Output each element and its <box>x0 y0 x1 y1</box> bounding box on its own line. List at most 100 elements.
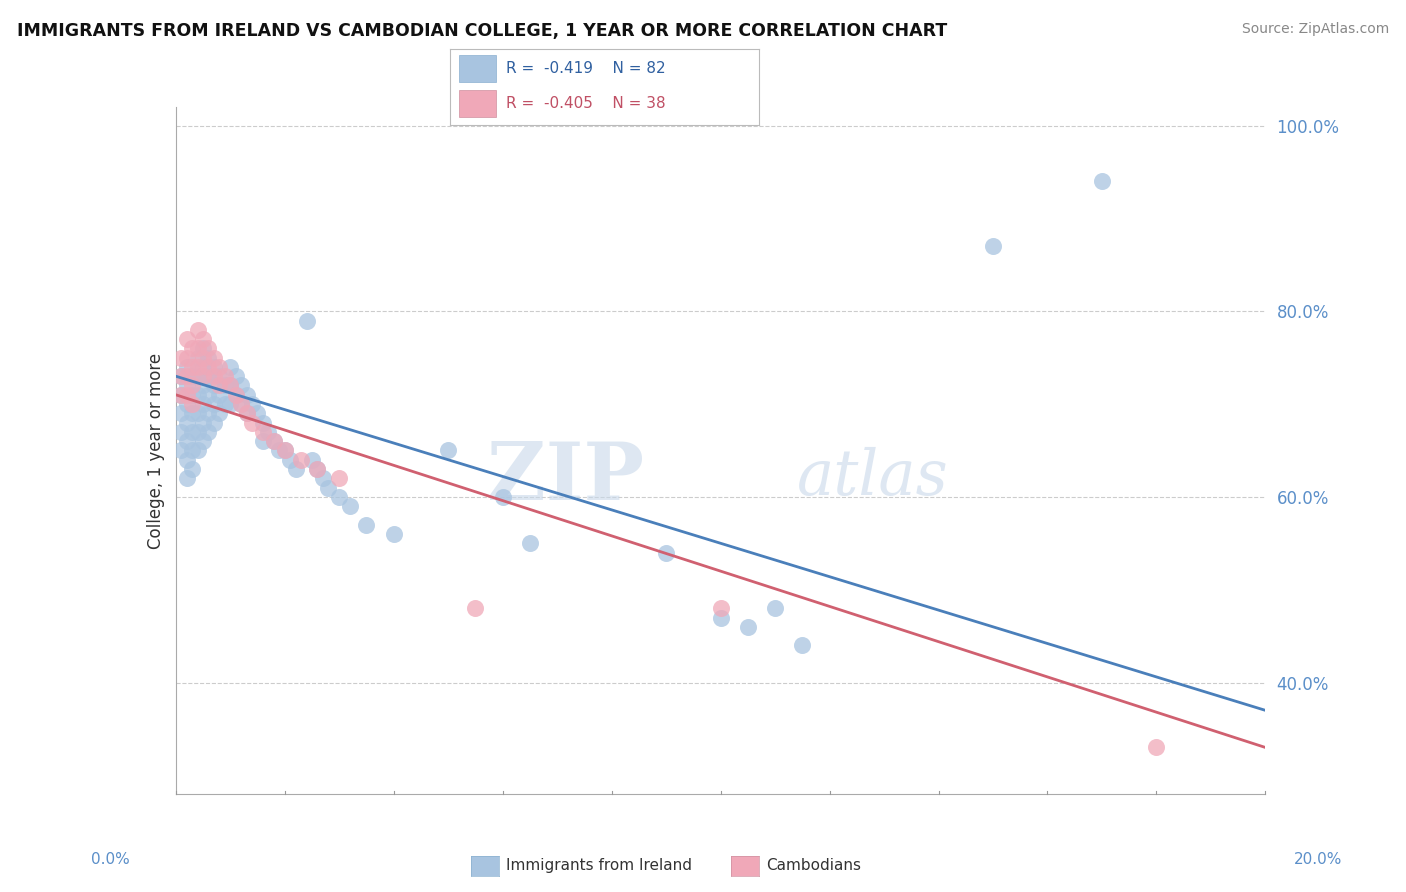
Point <box>186 323 209 337</box>
Text: 20.0%: 20.0% <box>1295 852 1343 867</box>
Point <box>191 359 214 374</box>
Point <box>170 388 193 402</box>
Point <box>208 369 231 384</box>
Point <box>197 406 219 420</box>
Point <box>191 342 214 356</box>
Point <box>176 359 198 374</box>
Point <box>202 397 225 411</box>
Point <box>792 639 814 653</box>
Point <box>214 378 236 392</box>
Point <box>214 397 236 411</box>
Point <box>176 369 198 384</box>
Point <box>295 313 318 327</box>
Point <box>464 601 486 615</box>
Text: atlas: atlas <box>797 447 949 508</box>
Point <box>263 434 285 449</box>
Point <box>202 351 225 365</box>
Point <box>186 351 209 365</box>
Text: R =  -0.405    N = 38: R = -0.405 N = 38 <box>506 96 665 112</box>
Point <box>655 545 678 559</box>
Y-axis label: College, 1 year or more: College, 1 year or more <box>146 352 165 549</box>
Point <box>191 434 214 449</box>
Point <box>269 443 291 458</box>
Point <box>231 397 253 411</box>
Point <box>202 378 225 392</box>
Point <box>186 359 209 374</box>
Point <box>191 378 214 392</box>
Point <box>208 406 231 420</box>
Point <box>186 369 209 384</box>
Bar <box>460 55 496 82</box>
Point <box>186 342 209 356</box>
Point <box>197 342 219 356</box>
Point <box>176 397 198 411</box>
Point <box>202 359 225 374</box>
Point <box>737 620 759 634</box>
Point <box>181 388 204 402</box>
Point <box>186 388 209 402</box>
Point <box>328 471 350 485</box>
Point <box>197 369 219 384</box>
Point <box>214 369 236 384</box>
Point <box>170 351 193 365</box>
Point <box>231 378 253 392</box>
Point <box>219 397 242 411</box>
Point <box>181 397 204 411</box>
Point <box>202 416 225 430</box>
Point <box>186 425 209 439</box>
Point <box>274 443 297 458</box>
Point <box>328 490 350 504</box>
Point <box>437 443 460 458</box>
Point <box>710 610 733 624</box>
Text: R =  -0.419    N = 82: R = -0.419 N = 82 <box>506 62 665 77</box>
Point <box>176 434 198 449</box>
Point <box>170 369 193 384</box>
Point <box>208 359 231 374</box>
Point <box>170 369 193 384</box>
Point <box>181 378 204 392</box>
Point <box>181 342 204 356</box>
Point <box>176 388 198 402</box>
Point <box>225 388 247 402</box>
Point <box>191 397 214 411</box>
Point <box>197 425 219 439</box>
Point <box>318 481 340 495</box>
Point <box>202 369 225 384</box>
Point <box>235 406 257 420</box>
Point <box>257 425 280 439</box>
Point <box>307 462 329 476</box>
Point <box>278 452 301 467</box>
Point <box>1091 174 1114 188</box>
Point <box>225 388 247 402</box>
Point <box>170 443 193 458</box>
Point <box>763 601 786 615</box>
Point <box>176 416 198 430</box>
Point <box>312 471 335 485</box>
Point <box>240 416 263 430</box>
Point <box>181 443 204 458</box>
Point <box>181 425 204 439</box>
Point <box>284 462 307 476</box>
Point <box>382 527 405 541</box>
Point <box>225 369 247 384</box>
Point <box>191 416 214 430</box>
Point <box>1144 740 1167 755</box>
Point <box>519 536 541 550</box>
Point <box>186 443 209 458</box>
Bar <box>460 90 496 118</box>
Point <box>219 359 242 374</box>
Point <box>197 359 219 374</box>
Point <box>176 471 198 485</box>
Point <box>176 351 198 365</box>
Point <box>252 434 274 449</box>
Point <box>339 499 361 513</box>
Text: Source: ZipAtlas.com: Source: ZipAtlas.com <box>1241 22 1389 37</box>
Point <box>186 406 209 420</box>
Point <box>492 490 515 504</box>
Point <box>176 378 198 392</box>
Point <box>263 434 285 449</box>
Point <box>710 601 733 615</box>
Text: 0.0%: 0.0% <box>91 852 131 867</box>
Point <box>240 397 263 411</box>
Point <box>219 378 242 392</box>
